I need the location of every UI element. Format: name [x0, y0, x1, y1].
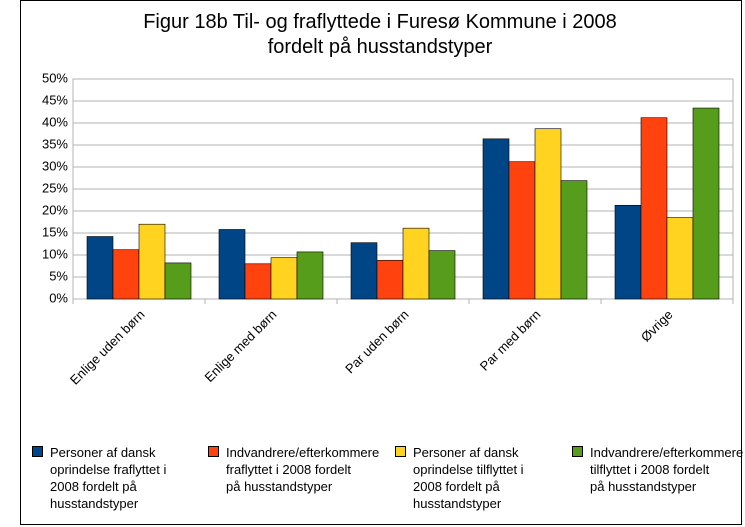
bar — [112, 249, 140, 300]
x-tick-label: Enlige uden børn — [67, 307, 148, 388]
chart-border — [20, 0, 742, 525]
y-tick-label: 35% — [42, 136, 68, 151]
bar — [270, 257, 298, 300]
x-tick-label: Par uden børn — [342, 307, 411, 376]
y-tick-label: 20% — [42, 202, 68, 217]
bar — [692, 107, 720, 300]
legend-entry: Indvandrere/efterkommere fraflyttet i 20… — [208, 444, 379, 495]
bar — [482, 138, 510, 300]
bar — [138, 223, 166, 300]
legend-label: Personer af dansk oprindelse tilflyttet … — [413, 445, 524, 511]
legend-swatch — [572, 446, 583, 457]
bar — [164, 262, 192, 300]
y-tick-label: 10% — [42, 246, 68, 261]
y-tick-label: 0% — [49, 290, 68, 305]
y-tick-label: 40% — [42, 114, 68, 129]
legend-swatch — [32, 446, 43, 457]
bar — [402, 227, 430, 300]
legend-label: Indvandrere/efterkommere tilflyttet i 20… — [590, 445, 744, 494]
y-tick-label: 50% — [42, 70, 68, 85]
y-tick-label: 25% — [42, 180, 68, 195]
bar — [640, 117, 668, 300]
legend-swatch — [208, 446, 219, 457]
bar — [244, 263, 272, 300]
legend-label: Indvandrere/efterkommere fraflyttet i 20… — [226, 445, 380, 494]
bar — [614, 204, 642, 300]
y-tick-label: 15% — [42, 224, 68, 239]
chart-title: Figur 18b Til- og fraflyttede i Furesø K… — [143, 11, 617, 58]
x-tick-label: Enlige med børn — [201, 307, 279, 385]
legend-swatch — [395, 446, 406, 457]
bar — [666, 217, 694, 300]
bar — [376, 259, 404, 300]
bar — [560, 180, 588, 300]
bar — [296, 251, 324, 300]
bar — [534, 128, 562, 300]
x-tick-label: Øvrige — [638, 307, 676, 345]
bar — [86, 236, 114, 300]
legend-entry: Personer af dansk oprindelse tilflyttet … — [395, 444, 545, 512]
bar — [218, 229, 246, 300]
legend-label: Personer af dansk oprindelse fraflyttet … — [50, 445, 167, 511]
bar — [508, 161, 536, 300]
y-tick-label: 45% — [42, 92, 68, 107]
y-tick-label: 5% — [49, 268, 68, 283]
legend-entry: Personer af dansk oprindelse fraflyttet … — [32, 444, 182, 512]
x-tick-label: Par med børn — [477, 307, 544, 374]
legend-entry: Indvandrere/efterkommere tilflyttet i 20… — [572, 444, 743, 495]
bar — [350, 242, 378, 300]
bar — [428, 250, 456, 300]
y-tick-label: 30% — [42, 158, 68, 173]
